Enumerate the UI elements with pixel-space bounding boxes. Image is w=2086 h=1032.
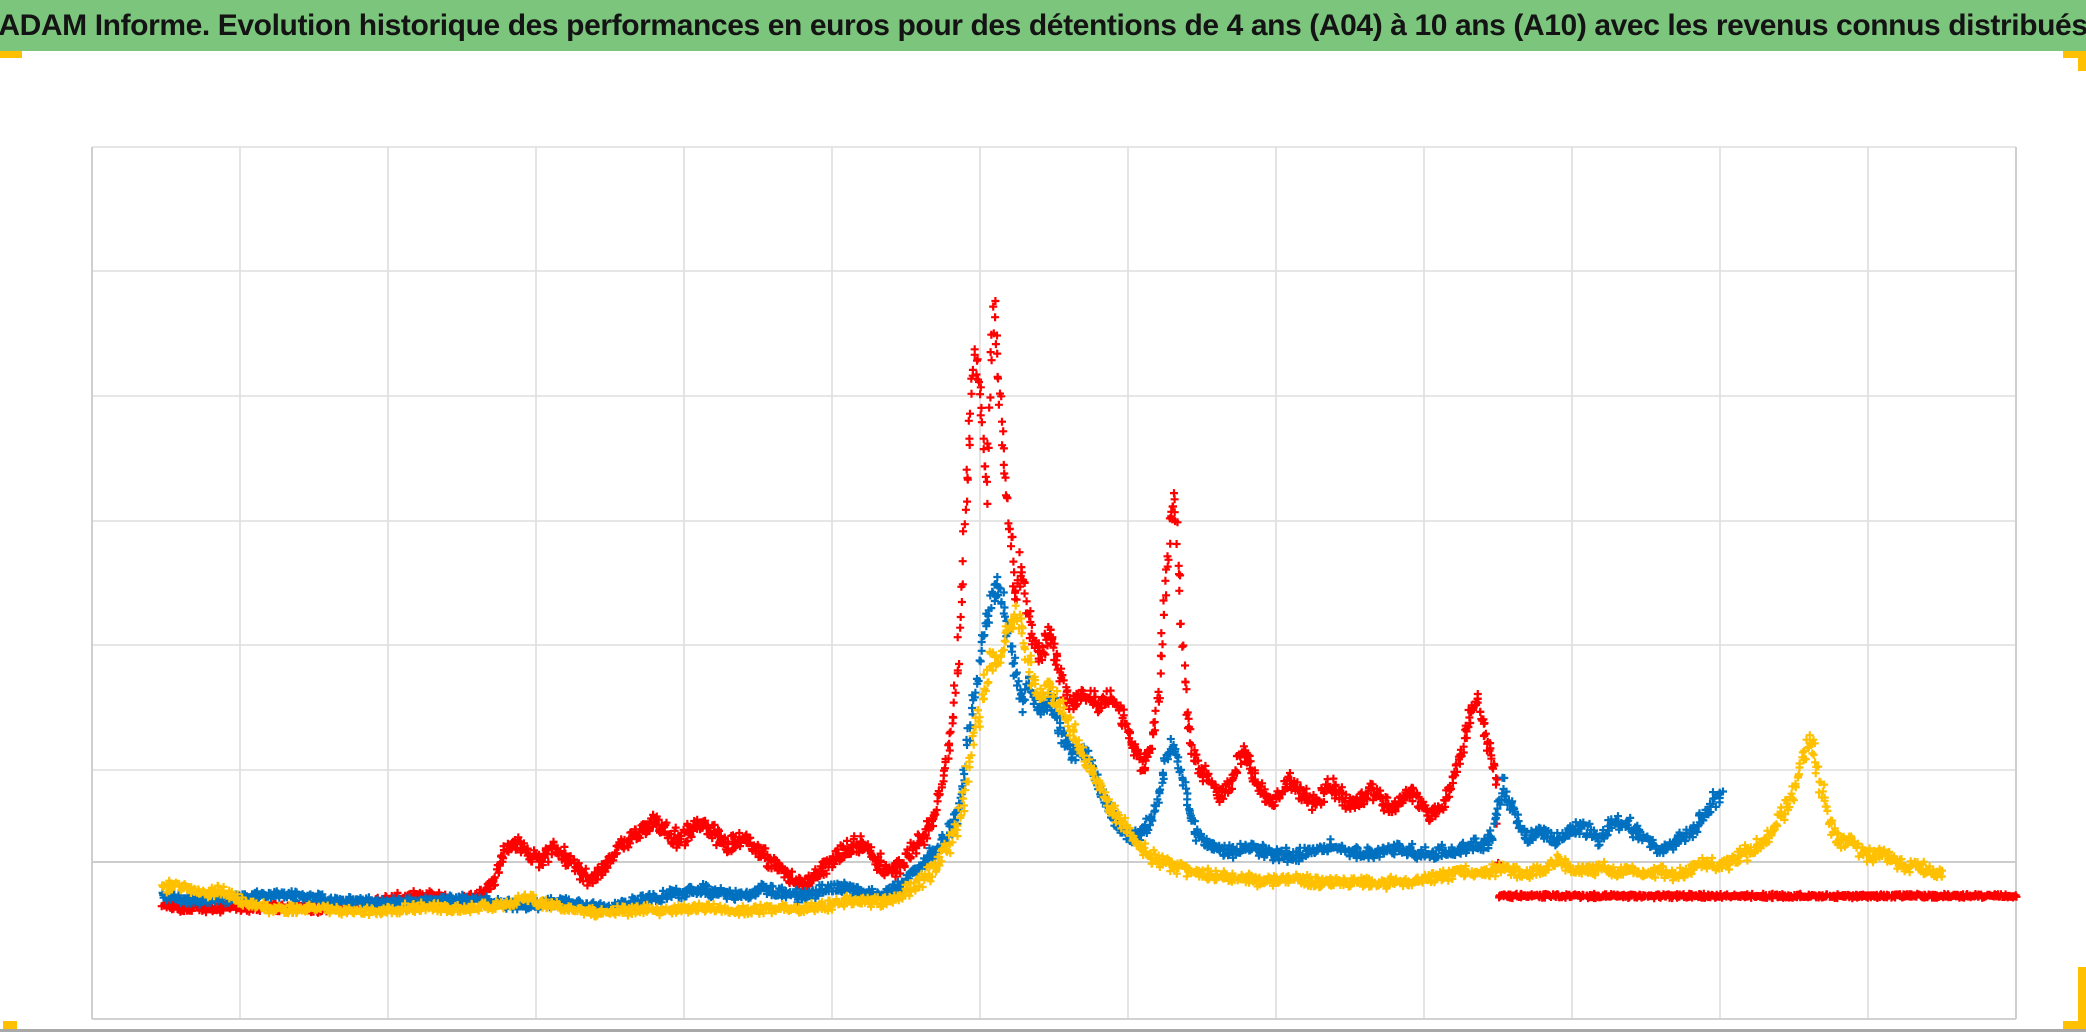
bottom-border-line <box>0 1029 2086 1032</box>
chart-title: ADAM Informe. Evolution historique des p… <box>0 8 2086 42</box>
red-series <box>157 297 2021 917</box>
gold-accent-bottom-right-horizontal <box>2063 1021 2086 1030</box>
gold-series <box>158 601 1946 921</box>
chart-area <box>0 51 2086 1030</box>
gold-accent-top-right-horizontal <box>2063 51 2086 58</box>
gold-accent-top-right-vertical <box>2078 51 2086 71</box>
gold-accent-top-left <box>0 51 22 58</box>
gold-accent-bottom-right-vertical <box>2078 967 2086 1030</box>
scatter-chart <box>91 146 2021 1020</box>
title-bar: ADAM Informe. Evolution historique des p… <box>0 0 2086 51</box>
gold-accent-bottom-left <box>3 1021 17 1030</box>
